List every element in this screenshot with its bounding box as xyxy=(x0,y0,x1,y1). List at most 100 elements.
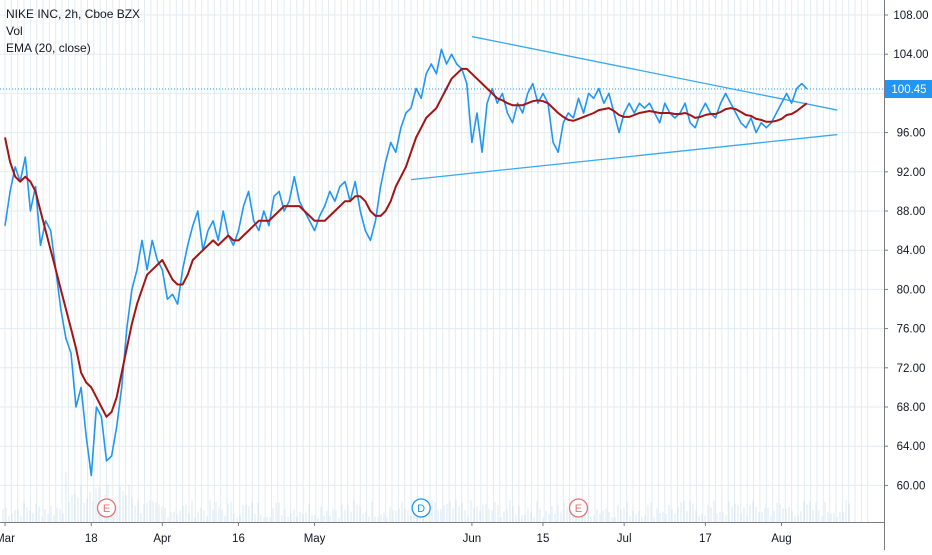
legend-ema[interactable]: EMA (20, close) xyxy=(6,41,91,55)
volume-bar xyxy=(311,515,313,522)
volume-bar xyxy=(437,510,439,522)
volume-bar xyxy=(710,507,712,522)
volume-bar xyxy=(737,505,739,522)
volume-bar xyxy=(545,510,547,522)
volume-bar xyxy=(377,516,379,522)
volume-bar xyxy=(380,514,382,522)
volume-bar xyxy=(569,510,571,522)
time-tick-label: 16 xyxy=(232,533,245,545)
volume-bar xyxy=(89,492,91,522)
volume-bar xyxy=(299,511,301,522)
series-lines[interactable] xyxy=(4,48,808,477)
volume-bar xyxy=(497,505,499,522)
volume-bar xyxy=(164,508,166,522)
volume-bar xyxy=(44,509,46,522)
volume-bar xyxy=(839,511,841,522)
volume-bar xyxy=(29,510,31,522)
volume-bar xyxy=(269,517,271,522)
volume-bar xyxy=(257,503,259,522)
ema-line[interactable] xyxy=(4,67,808,418)
volume-bar xyxy=(554,513,556,522)
volume-bar xyxy=(464,510,466,522)
time-tick-label: Apr xyxy=(153,533,171,545)
volume-bar xyxy=(119,486,121,522)
volume-bar xyxy=(134,506,136,522)
volume-bar xyxy=(512,506,514,522)
volume-bar xyxy=(305,512,307,522)
volume-bar xyxy=(26,507,28,522)
volume-bar xyxy=(524,514,526,522)
time-tick-label: Jul xyxy=(617,533,632,545)
volume-bar xyxy=(35,503,37,522)
volume-bar xyxy=(56,507,58,522)
dividend-event-marker[interactable] xyxy=(411,498,431,518)
volume-bar xyxy=(356,505,358,522)
volume-bar xyxy=(587,507,589,522)
volume-bar xyxy=(200,507,202,522)
volume-bar xyxy=(731,506,733,522)
volume-bar xyxy=(215,502,217,522)
volume-bar xyxy=(341,504,343,522)
volume-bar xyxy=(284,509,286,522)
volume-bar xyxy=(53,515,55,522)
volume-bar xyxy=(212,509,214,522)
volume-bar xyxy=(473,508,475,522)
volume-bar xyxy=(758,511,760,522)
price-tick-label: 84.00 xyxy=(897,245,926,257)
earnings-event-label: E xyxy=(575,503,582,515)
volume-bar xyxy=(287,517,289,522)
volume-bar xyxy=(623,508,625,522)
last-price-label: 100.45 xyxy=(891,84,926,96)
time-tick-label: 18 xyxy=(85,533,98,545)
price-line[interactable] xyxy=(4,48,808,477)
legend-volume[interactable]: Vol xyxy=(6,24,23,38)
volume-bar xyxy=(32,512,34,522)
volume-bar xyxy=(407,510,409,522)
volume-bar xyxy=(791,511,793,522)
volume-bar xyxy=(167,517,169,522)
volume-bar xyxy=(602,510,604,522)
volume-bar xyxy=(47,513,49,522)
legend-symbol[interactable]: NIKE INC, 2h, Cboe BZX xyxy=(6,7,141,21)
trendline-1[interactable] xyxy=(471,35,838,111)
volume-bar xyxy=(374,516,376,522)
volume-bar xyxy=(122,491,124,522)
volume-bar xyxy=(371,502,373,522)
volume-bar xyxy=(455,500,457,522)
volume-bar xyxy=(350,511,352,522)
volume-bar xyxy=(671,509,673,522)
volume-bar xyxy=(521,514,523,522)
volume-bar xyxy=(50,505,52,522)
volume-bar xyxy=(68,502,70,522)
volume-bar xyxy=(461,503,463,522)
volume-bar xyxy=(191,500,193,522)
volume-bar xyxy=(500,517,502,522)
last-price-badge[interactable] xyxy=(885,79,932,98)
volume-bar xyxy=(323,516,325,522)
trendlines[interactable] xyxy=(410,35,838,181)
volume-bar xyxy=(527,508,529,522)
volume-bar xyxy=(128,484,130,522)
volume-bar xyxy=(506,509,508,522)
volume-bar xyxy=(800,511,802,522)
price-tick-label: 104.00 xyxy=(893,49,928,61)
earnings-event-marker[interactable] xyxy=(568,498,589,518)
price-tick-label: 88.00 xyxy=(897,206,926,218)
volume-bar xyxy=(743,507,745,522)
volume-bar xyxy=(83,503,85,522)
trendline-2[interactable] xyxy=(410,133,838,181)
volume-bar xyxy=(278,502,280,522)
volume-bar xyxy=(824,502,826,522)
earnings-event-marker[interactable] xyxy=(96,498,117,518)
volume-bar xyxy=(170,512,172,522)
volume-bar xyxy=(161,506,163,522)
volume-bar xyxy=(80,485,82,522)
volume-bar xyxy=(728,501,730,522)
volume-bar xyxy=(458,506,460,522)
volume-bar xyxy=(761,511,763,522)
volume-bar xyxy=(674,513,676,522)
